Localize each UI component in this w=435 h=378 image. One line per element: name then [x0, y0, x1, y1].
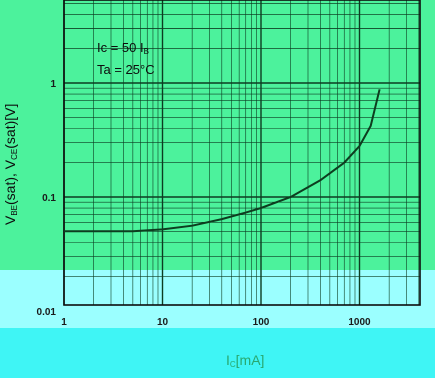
background-lower — [0, 328, 435, 378]
plot-frame — [63, 0, 421, 306]
x-axis-label: IC[mA] — [226, 352, 265, 369]
background-upper — [0, 0, 435, 270]
y-tick-label: 0.1 — [42, 193, 56, 204]
y-tick-label: 1 — [50, 79, 56, 90]
background-middle — [0, 270, 435, 328]
y-tick-label: 0.01 — [37, 307, 57, 318]
annotation-ic-ib: Ic = 50 IB — [97, 40, 149, 56]
x-tick-label: 1000 — [348, 317, 371, 328]
series-line-1 — [64, 89, 381, 233]
x-tick-label: 10 — [157, 317, 169, 328]
annotation-temperature: Ta = 25°C — [97, 62, 155, 77]
x-tick-label: 1 — [61, 317, 67, 328]
y-axis-label: VBE(sat), VCE(sat)[V] — [2, 103, 19, 225]
x-tick-label: 100 — [253, 317, 270, 328]
